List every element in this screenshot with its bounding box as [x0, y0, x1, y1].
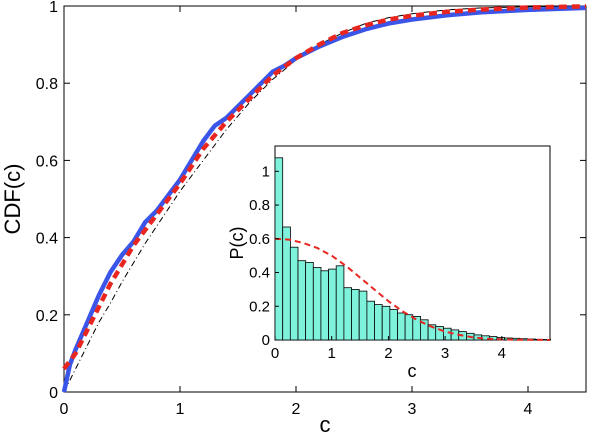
inset-x-tick-label: 2	[384, 345, 392, 362]
inset-histogram-bar	[305, 261, 314, 341]
main-y-axis: 0 0.2 0.4 0.6 0.8 1	[36, 0, 586, 402]
inset-histogram-bar	[381, 305, 391, 341]
main-y-tick-label: 0.8	[36, 76, 58, 93]
inset-histogram-bar	[397, 312, 406, 341]
inset-histogram-bar	[274, 157, 284, 341]
main-series-reference-line	[63, 5, 587, 393]
inset-histogram-bar	[320, 270, 329, 341]
main-x-axis-label: c	[320, 412, 331, 437]
inset-histogram-bar	[297, 260, 307, 341]
main-y-tick-label: 0	[49, 385, 58, 402]
inset-histogram-bar	[343, 287, 352, 341]
inset-histogram-bar	[435, 326, 444, 341]
inset-histogram-bar	[312, 267, 322, 341]
inset-histogram-bar	[289, 246, 299, 341]
inset-histogram-bar	[389, 309, 398, 341]
main-series-dashed-line	[62, 4, 587, 371]
inset-histogram-bar	[328, 268, 337, 341]
inset-histogram-bar	[351, 288, 360, 341]
inset-x-tick-label: 0	[271, 345, 279, 362]
inset-y-tick-label: 0.2	[249, 298, 270, 315]
inset-histogram-bar	[335, 265, 345, 341]
main-x-tick-label: 4	[524, 401, 533, 418]
inset-y-tick-label: 0.6	[249, 231, 270, 248]
inset-histogram-bar	[358, 290, 368, 341]
main-series-group	[61, 4, 587, 393]
inset-y-tick-label: 0	[262, 332, 270, 349]
main-x-axis: 0 1 2 3 4	[60, 6, 533, 418]
main-series-solid-line	[61, 5, 587, 393]
main-x-tick-label: 2	[292, 401, 301, 418]
inset-y-tick-label: 0.4	[249, 265, 270, 282]
inset-histogram-bar	[412, 315, 421, 341]
inset-x-axis: 0 1 2 3 4	[271, 336, 506, 362]
inset-histogram-chart: 0 1 2 3 4 0 0.2 0.4 0.6 0.8 1 c P(c)	[227, 145, 552, 381]
inset-x-tick-label: 4	[498, 345, 506, 362]
inset-curve-group	[274, 237, 551, 341]
inset-y-tick-label: 0.8	[249, 197, 270, 214]
main-y-tick-label: 0.4	[36, 231, 58, 248]
main-x-tick-label: 1	[176, 401, 185, 418]
inset-x-tick-label: 1	[328, 345, 336, 362]
inset-x-tick-label: 3	[441, 345, 449, 362]
main-x-tick-label: 3	[408, 401, 417, 418]
inset-y-axis-label: P(c)	[227, 227, 247, 260]
inset-bars-group	[274, 157, 552, 341]
inset-histogram-bar	[374, 304, 383, 341]
main-y-axis-label: CDF(c)	[0, 164, 25, 235]
inset-y-tick-label: 1	[262, 163, 270, 180]
inset-histogram-bar	[282, 226, 291, 341]
inset-fit-curve	[274, 237, 551, 341]
main-x-tick-label: 0	[60, 401, 69, 418]
main-y-tick-label: 1	[49, 0, 58, 16]
inset-y-axis: 0 0.2 0.4 0.6 0.8 1	[249, 163, 279, 349]
inset-histogram-bar	[442, 327, 452, 341]
inset-histogram-bar	[404, 314, 414, 341]
inset-x-axis-label: c	[408, 361, 417, 381]
inset-histogram-bar	[366, 300, 375, 341]
main-y-tick-label: 0.6	[36, 153, 58, 170]
main-y-tick-label: 0.2	[36, 308, 58, 325]
